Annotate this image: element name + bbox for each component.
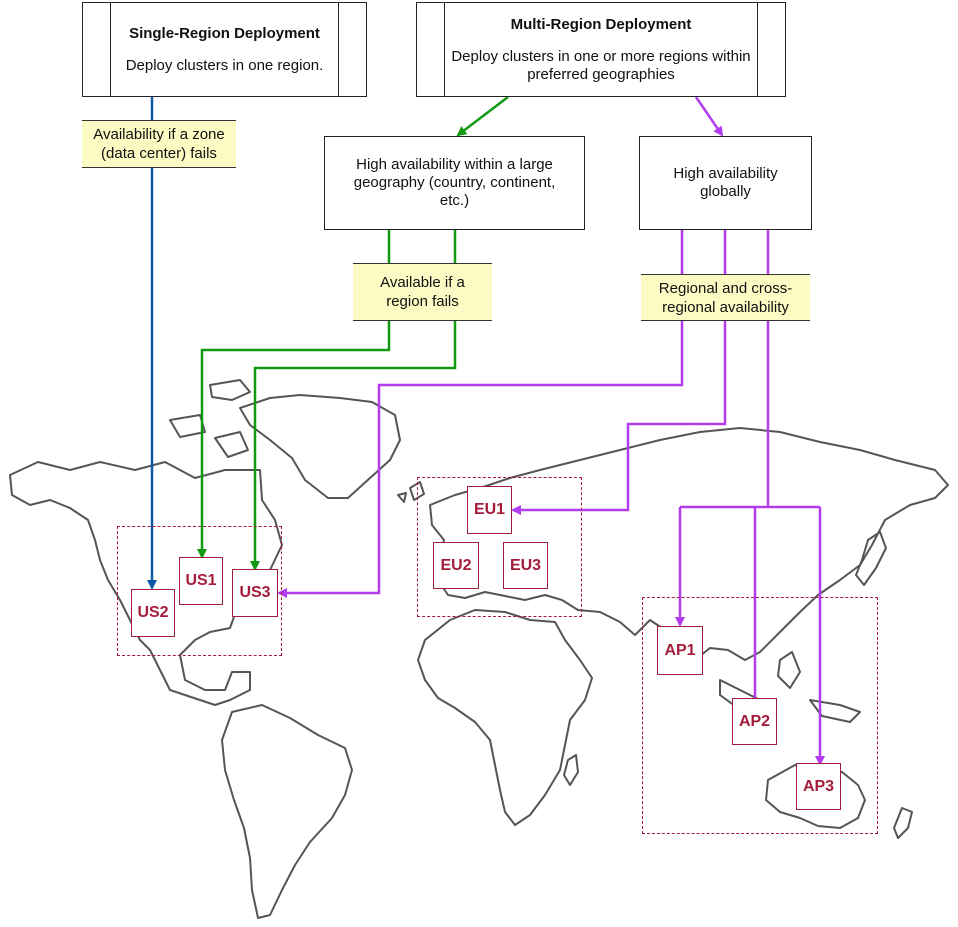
new-zealand-land (893, 807, 913, 839)
node-eu2: EU2 (433, 542, 479, 589)
eurasia-land (429, 427, 949, 661)
node-ap1: AP1 (657, 626, 703, 675)
node-eu1: EU1 (467, 486, 512, 534)
multi-to-global-arrow (694, 96, 724, 137)
eu-region-group (417, 477, 582, 617)
multi-region-box: Multi-Region Deployment Deploy clusters … (416, 2, 786, 97)
greenland-land (239, 394, 401, 499)
geography-availability-box: High availability within a large geograp… (324, 136, 585, 230)
south-america-land (221, 704, 353, 919)
multi-region-subtitle: Deploy clusters in one or more regions w… (451, 47, 751, 83)
japan-land (855, 531, 887, 586)
node-us3: US3 (232, 569, 278, 617)
cross-regional-note: Regional and cross-regional availability (641, 274, 810, 321)
north-america-land (9, 461, 283, 706)
global-availability-text: High availability globally (673, 165, 778, 200)
node-eu3: EU3 (503, 542, 548, 589)
global-availability-box: High availability globally (639, 136, 812, 230)
node-us2: US2 (131, 589, 175, 637)
multi-to-geo-arrow (456, 96, 509, 137)
node-us1: US1 (179, 557, 223, 605)
madagascar-land (563, 754, 579, 786)
node-ap3: AP3 (796, 763, 841, 810)
british-isles-land (397, 481, 425, 503)
single-region-subtitle: Deploy clusters in one region. (125, 56, 324, 74)
africa-land (417, 609, 593, 826)
region-failure-note: Available if a region fails (353, 263, 492, 321)
us-region-group (117, 526, 282, 656)
ap-region-group (642, 597, 878, 834)
node-ap2: AP2 (732, 698, 777, 745)
multi-region-title: Multi-Region Deployment (510, 15, 692, 33)
geography-availability-text: High availability within a large geograp… (353, 156, 556, 209)
single-region-box: Single-Region Deployment Deploy clusters… (82, 2, 367, 97)
global-to-eu1-arrow (511, 230, 727, 515)
global-to-us3-arrow (277, 230, 684, 598)
arctic-islands (169, 379, 251, 458)
zone-failure-note: Availability if a zone (data center) fai… (82, 120, 236, 168)
single-region-title: Single-Region Deployment (129, 24, 320, 42)
